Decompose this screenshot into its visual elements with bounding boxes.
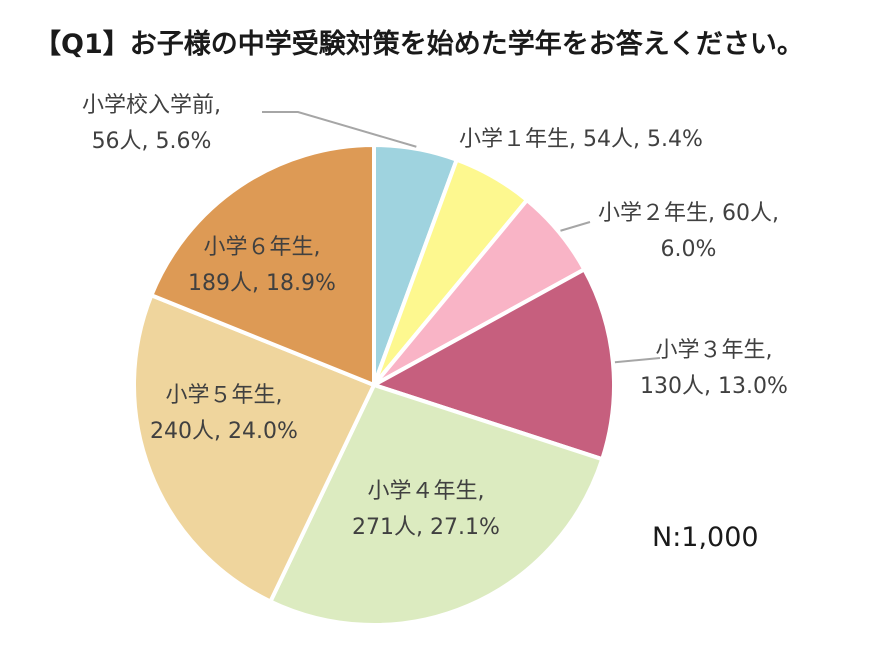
data-label-line: 小学３年生, bbox=[655, 338, 773, 363]
sample-size-note: N:1,000 bbox=[652, 522, 759, 553]
data-label-line: 240人, 24.0% bbox=[150, 419, 298, 444]
pie-slice-grade4 bbox=[268, 383, 605, 627]
data-label-line: 130人, 13.0% bbox=[640, 374, 788, 399]
data-label-line: 小学４年生, bbox=[367, 479, 485, 504]
data-label-line: 189人, 18.9% bbox=[188, 271, 336, 296]
data-label-line: 56人, 5.6% bbox=[91, 129, 212, 154]
data-label-grade6: 小学６年生, 189人, 18.9% bbox=[188, 230, 336, 302]
data-label-line: 小学校入学前, bbox=[82, 93, 221, 118]
data-label-line: 小学６年生, bbox=[203, 235, 321, 260]
data-label-line: 小学２年生, 60人, bbox=[598, 201, 779, 226]
data-label-grade3: 小学３年生, 130人, 13.0% bbox=[640, 333, 788, 405]
data-label-line: 271人, 27.1% bbox=[352, 515, 500, 540]
leader-line-preschool bbox=[262, 111, 417, 148]
chart-title: 【Q1】お子様の中学受験対策を始めた学年をお答えください。 bbox=[34, 29, 804, 60]
pie-slice-grade6 bbox=[149, 143, 376, 387]
data-label-grade4: 小学４年生, 271人, 27.1% bbox=[352, 474, 500, 546]
data-label-line: 小学１年生, 54人, 5.4% bbox=[459, 127, 703, 152]
data-label-line: 小学５年生, bbox=[165, 383, 283, 408]
data-label-line: 6.0% bbox=[660, 237, 717, 262]
pie-slice-grade5 bbox=[132, 293, 376, 604]
data-label-grade2: 小学２年生, 60人, 6.0% bbox=[598, 196, 779, 268]
data-label-grade5: 小学５年生, 240人, 24.0% bbox=[150, 378, 298, 450]
leader-line-grade3 bbox=[614, 357, 661, 364]
pie-slice-grade3 bbox=[372, 267, 616, 462]
data-label-grade1: 小学１年生, 54人, 5.4% bbox=[459, 122, 703, 158]
data-label-preschool: 小学校入学前, 56人, 5.6% bbox=[82, 88, 221, 160]
leader-line-grade2 bbox=[560, 221, 591, 232]
